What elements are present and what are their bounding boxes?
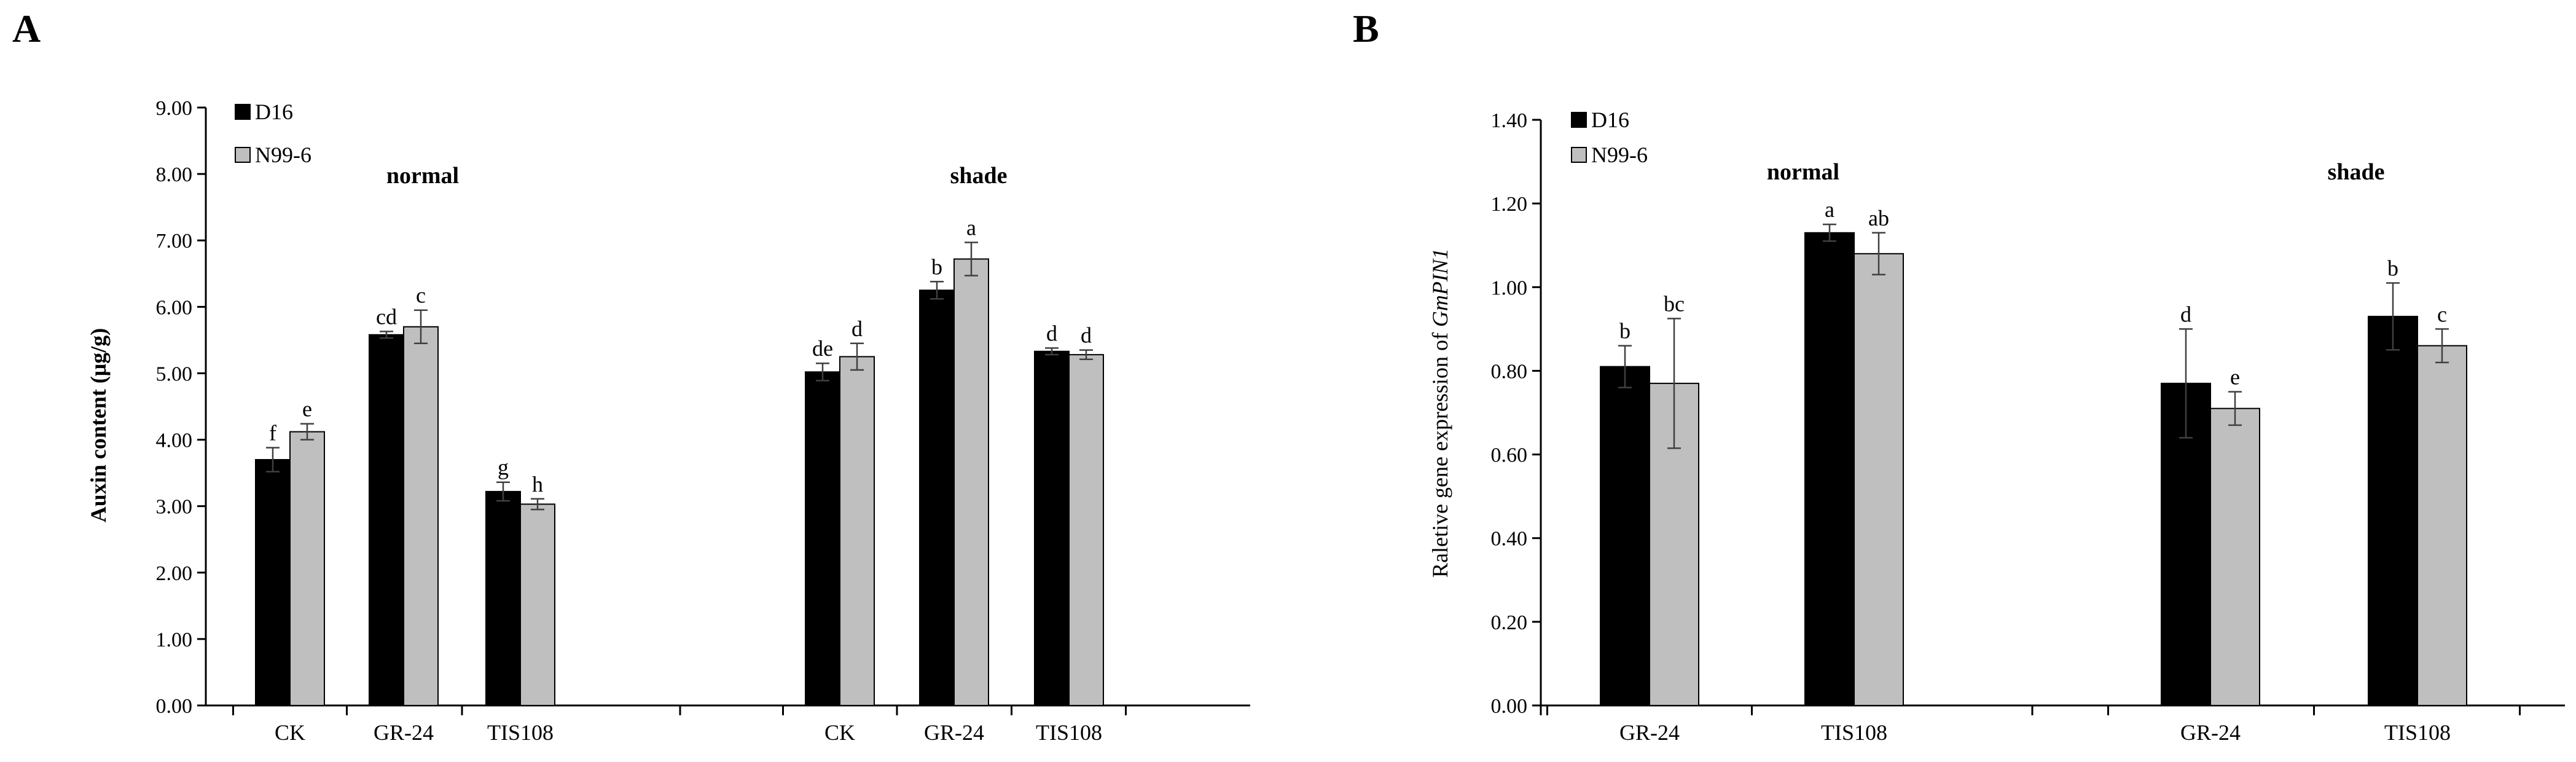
- panel-b-legend-swatch-d16: [1571, 112, 1587, 128]
- panel-b-x-tick-label: TIS108: [1821, 720, 1887, 745]
- panel-a-bar-d16: [485, 490, 521, 706]
- panel-a-legend-label: N99-6: [255, 143, 311, 167]
- panel-a-bar-n99-6: [520, 503, 555, 706]
- panel-b-significance-letter: e: [2230, 364, 2240, 389]
- panel-b-y-tick-label: 0.60: [1491, 444, 1528, 467]
- panel-b-y-tick-label: 0.80: [1491, 360, 1528, 383]
- panel-a-x-tick-label: TIS108: [1036, 720, 1102, 745]
- panel-b-y-tick-label: 1.00: [1491, 277, 1528, 299]
- panel-a-significance-letter: a: [966, 215, 976, 240]
- panel-b-x-tick-label: GR-24: [1619, 720, 1680, 745]
- panel-a-significance-letter: f: [269, 421, 276, 446]
- panel-a-bar-n99-6: [1068, 354, 1104, 706]
- panel-a-bar-d16: [1034, 350, 1070, 706]
- panel-a-bar-d16: [369, 334, 404, 706]
- panel-b-y-tick-label: 0.20: [1491, 611, 1528, 634]
- panel-b-y-tick-label: 1.20: [1491, 193, 1528, 216]
- panel-a-y-tick-label: 8.00: [156, 163, 193, 186]
- panel-b-condition-label-normal: normal: [1767, 159, 1839, 185]
- panel-a-significance-letter: h: [532, 472, 543, 497]
- panel-b-legend-label: D16: [1591, 108, 1629, 132]
- panel-b-significance-letter: a: [1825, 197, 1834, 222]
- panel-b-significance-letter: c: [2437, 302, 2447, 326]
- panel-b-letter: B: [1353, 7, 1379, 50]
- panel-a-significance-letter: g: [498, 455, 509, 480]
- panel-a-y-tick-label: 9.00: [156, 97, 193, 120]
- panel-b-significance-letter: b: [1619, 319, 1631, 344]
- panel-a-bar-n99-6: [953, 258, 989, 706]
- panel-a-legend-swatch-d16: [235, 104, 251, 120]
- panel-a-bar-n99-6: [403, 326, 439, 706]
- panel-a-y-tick-label: 0.00: [156, 695, 193, 718]
- panel-a-significance-letter: d: [1046, 321, 1057, 345]
- panel-a-bar-d16: [255, 458, 291, 706]
- panel-b-bar-n99-6: [2210, 407, 2260, 706]
- panel-a-y-tick-label: 5.00: [156, 363, 193, 385]
- panel-a-letter: A: [12, 7, 41, 50]
- panel-b-x-tick-label: GR-24: [2180, 720, 2241, 745]
- panel-a-significance-letter: d: [1081, 323, 1092, 348]
- panel-a-chart: A Auxin content (μg/g) 0.00 1.00 2.00 3.00 4…: [12, 7, 1250, 745]
- panel-a-bar-d16: [919, 289, 955, 706]
- panel-a-legend-swatch-n99-6: [235, 147, 251, 163]
- panel-a-significance-letter: cd: [376, 304, 397, 329]
- panel-b-significance-letter: ab: [1868, 206, 1889, 230]
- panel-b-bar-d16: [2368, 315, 2418, 706]
- panel-a-y-tick-label: 6.00: [156, 296, 193, 319]
- panel-a-significance-letter: b: [931, 254, 942, 279]
- panel-b-y-axis-label-gene: GmPIN1: [1428, 248, 1452, 327]
- panel-a-y-tick-label: 1.00: [156, 629, 193, 651]
- panel-a-y-tick-label: 3.00: [156, 496, 193, 519]
- panel-a-significance-letter: de: [812, 336, 833, 361]
- panel-a-significance-letter: e: [302, 397, 312, 422]
- panel-b-y-axis-label-prefix: Raletive gene expression of: [1428, 327, 1452, 578]
- panel-b-y-tick-label: 1.40: [1491, 109, 1528, 132]
- panel-b-bar-d16: [1804, 232, 1855, 706]
- panel-b-condition-label-shade: shade: [2328, 159, 2385, 185]
- panel-a-y-tick-label: 2.00: [156, 562, 193, 585]
- panel-b-legend-label: N99-6: [1591, 143, 1648, 167]
- panel-a-bar-n99-6: [289, 431, 325, 706]
- panel-a-x-tick-label: CK: [824, 720, 855, 745]
- panel-a-x-tick-label: GR-24: [924, 720, 984, 745]
- panel-b-chart: B Raletive gene expression of GmPIN1 0.0…: [1353, 7, 2565, 745]
- panel-b-y-tick-label: 0.00: [1491, 695, 1528, 718]
- panel-b-bar-n99-6: [2417, 345, 2467, 706]
- panel-b-bar-d16: [1600, 366, 1650, 706]
- panel-a-significance-letter: d: [851, 316, 863, 341]
- panel-b-significance-letter: b: [2387, 256, 2398, 280]
- panel-a-y-tick-label: 7.00: [156, 230, 193, 253]
- panel-a-y-tick-label: 4.00: [156, 430, 193, 452]
- panel-a-x-tick-label: TIS108: [487, 720, 554, 745]
- panel-a-bar-n99-6: [839, 356, 875, 706]
- panel-b-bar-n99-6: [1854, 253, 1904, 707]
- panel-a-condition-label-normal: normal: [386, 163, 459, 189]
- panel-b-significance-letter: bc: [1664, 291, 1685, 316]
- panel-a-x-tick-label: GR-24: [374, 720, 434, 745]
- panel-b-significance-letter: d: [2180, 302, 2191, 326]
- panel-a-y-axis-label: Auxin content (μg/g): [86, 328, 111, 522]
- panel-a-significance-letter: c: [416, 283, 426, 308]
- panel-b-x-tick-label: TIS108: [2384, 720, 2451, 745]
- panel-a-x-tick-label: CK: [275, 720, 305, 745]
- panel-a-legend-label: D16: [255, 100, 293, 124]
- panel-b-y-tick-label: 0.40: [1491, 528, 1528, 551]
- panel-a-bar-d16: [805, 371, 840, 706]
- panel-a-condition-label-shade: shade: [950, 163, 1008, 189]
- panel-b-y-axis-label: Raletive gene expression of GmPIN1: [1428, 248, 1452, 578]
- panel-b-legend-swatch-n99-6: [1571, 147, 1587, 163]
